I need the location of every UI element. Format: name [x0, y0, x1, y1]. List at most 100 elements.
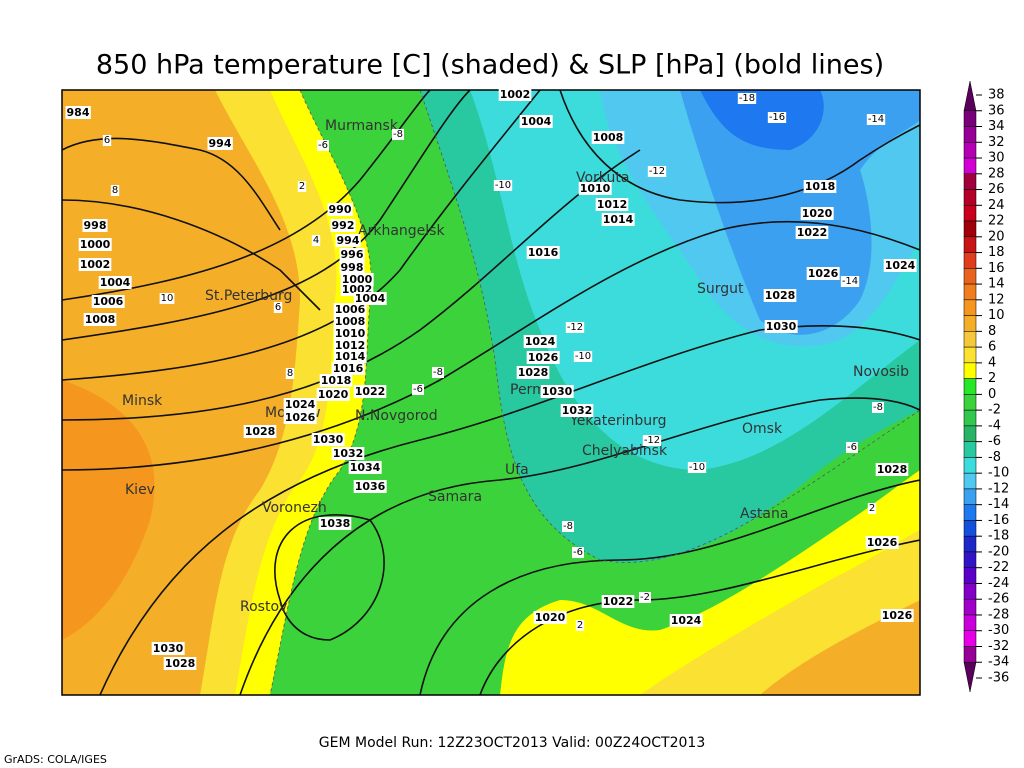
pressure-label-box — [283, 398, 317, 411]
colorbar-label: -10 — [988, 466, 1009, 481]
colorbar-label: -14 — [988, 497, 1009, 512]
colorbar-segment — [963, 598, 977, 616]
city-label: Kiev — [125, 482, 155, 498]
pressure-label-box — [348, 461, 382, 474]
map-labels: MurmanskArkhangelskSt.PeterburgMinskMosk… — [65, 88, 917, 670]
colorbar-label: -4 — [988, 418, 1001, 433]
pressure-label-box — [516, 366, 550, 379]
temperature-label: -6 — [318, 140, 328, 151]
colorbar-segment — [963, 551, 977, 568]
pressure-label: 1010 — [580, 182, 611, 195]
shade-south-orange — [760, 600, 920, 695]
temperature-label-box — [575, 620, 585, 631]
colorbar-label: -18 — [988, 529, 1009, 544]
colorbar-label: 28 — [988, 166, 1005, 181]
colorbar-segment — [963, 315, 977, 332]
isobar — [62, 220, 920, 471]
pressure-label-box — [526, 351, 560, 364]
pressure-label: 1000 — [342, 273, 373, 286]
pressure-label-box — [800, 207, 834, 220]
temperature-label: 2 — [299, 181, 305, 192]
colorbar-segment — [963, 630, 977, 647]
shading — [62, 90, 920, 695]
pressure-label-box — [669, 614, 703, 627]
colorbar-segment — [963, 504, 977, 521]
colorbar-label: -26 — [988, 592, 1009, 607]
pressure-label-box — [163, 657, 197, 670]
temperature-label: -8 — [563, 521, 573, 532]
isobar — [239, 397, 920, 695]
city-label: Rostov — [240, 599, 287, 615]
pressure-label: 1024 — [671, 614, 702, 627]
pressure-label: 1026 — [808, 267, 839, 280]
city-label: N.Novgorod — [355, 408, 438, 424]
pressure-label-box — [283, 411, 317, 424]
temperature-label-box — [572, 547, 584, 558]
pressure-label: 1028 — [245, 425, 276, 438]
pressure-label: 1028 — [765, 289, 796, 302]
temperature-label-box — [866, 114, 886, 125]
city-label: Murmansk — [325, 118, 399, 134]
colorbar-segment — [963, 614, 977, 631]
temperature-label-box — [317, 140, 329, 151]
colorbar-segment — [963, 126, 977, 143]
pressure-label: 1030 — [313, 433, 344, 446]
pressure-label: 1032 — [562, 404, 593, 417]
temperature-label-box — [687, 462, 707, 473]
pressure-label-box — [763, 289, 797, 302]
pressure-label-box — [526, 246, 560, 259]
pressure-label: 1026 — [528, 351, 559, 364]
colorbar-segment — [963, 299, 977, 316]
pressure-label: 994 — [209, 137, 232, 150]
pressure-label-box — [339, 261, 365, 274]
city-label: Omsk — [742, 421, 783, 437]
pressure-label-box — [333, 315, 367, 328]
pressure-label-box — [523, 335, 557, 348]
pressure-label-box — [498, 88, 532, 101]
pressure-label-box — [865, 536, 899, 549]
pressure-label: 1028 — [877, 463, 908, 476]
pressure-label-box — [78, 258, 112, 271]
pressure-label-box — [333, 303, 367, 316]
temperature-label: -18 — [739, 93, 755, 104]
colorbar-label: -16 — [988, 513, 1009, 528]
temperature-label-box — [159, 293, 175, 304]
pressure-label-box — [880, 609, 914, 622]
colorbar-label: 22 — [988, 214, 1005, 229]
pressure-label-box — [335, 234, 361, 247]
colorbar-label: 38 — [988, 88, 1005, 103]
colorbar-segment — [963, 331, 977, 348]
colorbar-label: 10 — [988, 308, 1005, 323]
colorbar-label: -34 — [988, 655, 1009, 670]
temperature-label: 2 — [869, 503, 875, 514]
colorbar-label: 34 — [988, 119, 1005, 134]
title: 850 hPa temperature [C] (shaded) & SLP [… — [96, 50, 884, 81]
city-label: Novosib — [853, 364, 909, 380]
colorbar-label: 4 — [988, 355, 996, 370]
temperature-label-box — [573, 351, 593, 362]
temperature-label-box — [647, 166, 667, 177]
temperature-label-box — [110, 185, 120, 196]
pressure-label-box — [803, 180, 837, 193]
pressure-label-box — [330, 219, 356, 232]
pressure-label: 1026 — [285, 411, 316, 424]
temperature-label: 8 — [287, 368, 293, 379]
pressure-label-box — [339, 248, 365, 261]
pressure-label: 1002 — [80, 258, 111, 271]
colorbar-segment — [963, 110, 977, 127]
temperature-label: -6 — [573, 547, 583, 558]
city-label: Arkhangelsk — [358, 223, 445, 239]
temperature-label: -8 — [873, 402, 883, 413]
colorbar-label: -30 — [988, 623, 1009, 638]
credit: GrADS: COLA/IGES — [4, 753, 107, 766]
pressure-label-box — [98, 276, 132, 289]
pressure-label: 1004 — [100, 276, 131, 289]
pressure-label-box — [764, 320, 798, 333]
pressure-label-box — [533, 611, 567, 624]
pressure-label: 1032 — [333, 447, 364, 460]
city-label: Voronezh — [262, 500, 327, 516]
colorbar-segment — [963, 535, 977, 553]
pressure-label-box — [78, 238, 112, 251]
pressure-label: 1024 — [285, 398, 316, 411]
pressure-label-box — [91, 295, 125, 308]
